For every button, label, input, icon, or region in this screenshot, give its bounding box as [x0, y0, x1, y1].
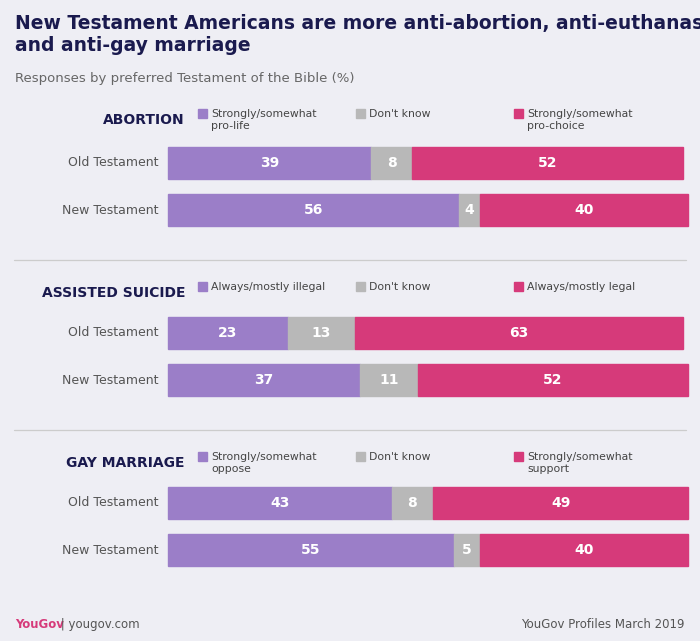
Text: GAY MARRIAGE: GAY MARRIAGE — [66, 456, 185, 470]
Text: Don't know: Don't know — [369, 282, 430, 292]
Bar — [514, 452, 523, 461]
Bar — [168, 487, 391, 519]
Text: 5: 5 — [462, 543, 472, 557]
Text: YouGov: YouGov — [15, 618, 64, 631]
Text: Strongly/somewhat
pro-choice: Strongly/somewhat pro-choice — [527, 109, 633, 131]
Bar — [288, 317, 355, 349]
Text: 49: 49 — [551, 496, 570, 510]
Text: 52: 52 — [543, 373, 563, 387]
Bar — [371, 147, 412, 179]
Text: | yougov.com: | yougov.com — [57, 618, 139, 631]
Text: 13: 13 — [312, 326, 331, 340]
Bar — [168, 534, 454, 566]
Bar — [480, 534, 688, 566]
Text: Old Testament: Old Testament — [67, 497, 158, 510]
Text: Don't know: Don't know — [369, 452, 430, 462]
Bar — [356, 452, 365, 461]
Bar — [356, 282, 365, 291]
Text: YouGov Profiles March 2019: YouGov Profiles March 2019 — [522, 618, 685, 631]
Text: 56: 56 — [304, 203, 323, 217]
Bar — [454, 534, 480, 566]
Text: Strongly/somewhat
oppose: Strongly/somewhat oppose — [211, 452, 316, 474]
Bar — [360, 364, 418, 396]
Text: New Testament: New Testament — [62, 203, 158, 217]
Text: 8: 8 — [386, 156, 396, 170]
Text: Don't know: Don't know — [369, 109, 430, 119]
Text: 11: 11 — [379, 373, 399, 387]
Bar — [168, 147, 371, 179]
Text: New Testament Americans are more anti-abortion, anti-euthanasia
and anti-gay mar: New Testament Americans are more anti-ab… — [15, 14, 700, 55]
Bar — [168, 317, 288, 349]
Text: 52: 52 — [538, 156, 557, 170]
Bar — [198, 452, 207, 461]
Text: ABORTION: ABORTION — [104, 113, 185, 127]
Bar — [198, 282, 207, 291]
Text: Old Testament: Old Testament — [67, 326, 158, 340]
Text: Old Testament: Old Testament — [67, 156, 158, 169]
Bar — [459, 194, 480, 226]
Text: 23: 23 — [218, 326, 237, 340]
Text: 37: 37 — [255, 373, 274, 387]
Text: 43: 43 — [270, 496, 290, 510]
Text: 8: 8 — [407, 496, 417, 510]
Bar — [168, 364, 360, 396]
Text: 40: 40 — [574, 203, 594, 217]
Text: 55: 55 — [301, 543, 321, 557]
Text: Strongly/somewhat
support: Strongly/somewhat support — [527, 452, 633, 474]
Text: 40: 40 — [574, 543, 594, 557]
Bar — [480, 194, 688, 226]
Bar — [514, 282, 523, 291]
Bar — [356, 109, 365, 118]
Bar — [355, 317, 682, 349]
Text: 4: 4 — [465, 203, 475, 217]
Bar — [514, 109, 523, 118]
Text: 39: 39 — [260, 156, 279, 170]
Bar — [418, 364, 688, 396]
Bar — [412, 147, 682, 179]
Text: 63: 63 — [510, 326, 528, 340]
Bar — [391, 487, 433, 519]
Text: ASSISTED SUICIDE: ASSISTED SUICIDE — [41, 286, 185, 300]
Text: New Testament: New Testament — [62, 374, 158, 387]
Bar — [198, 109, 207, 118]
Bar — [433, 487, 688, 519]
Bar — [168, 194, 459, 226]
Text: Responses by preferred Testament of the Bible (%): Responses by preferred Testament of the … — [15, 72, 354, 85]
Text: Always/mostly illegal: Always/mostly illegal — [211, 282, 325, 292]
Text: New Testament: New Testament — [62, 544, 158, 556]
Text: Always/mostly legal: Always/mostly legal — [527, 282, 635, 292]
Text: Strongly/somewhat
pro-life: Strongly/somewhat pro-life — [211, 109, 316, 131]
